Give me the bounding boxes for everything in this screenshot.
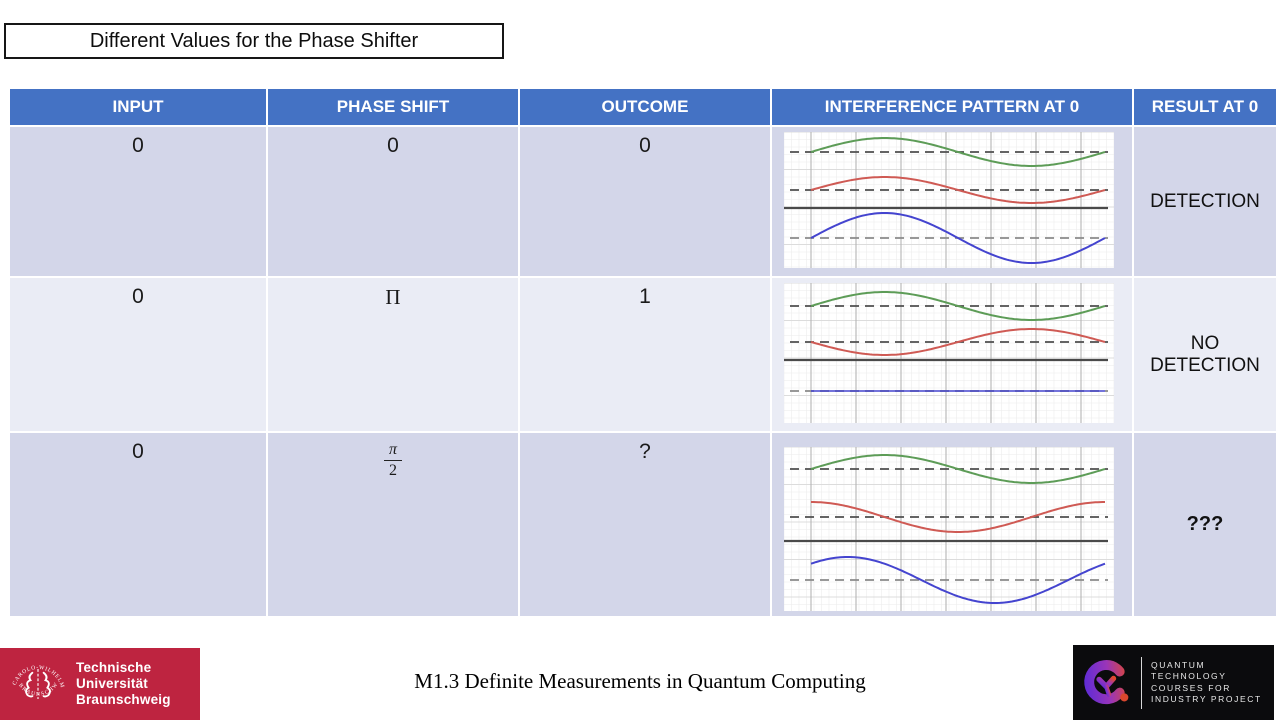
qtc-logo-text: QUANTUM TECHNOLOGY COURSES FOR INDUSTRY …	[1151, 660, 1262, 706]
qtc-logo-line2: TECHNOLOGY	[1151, 671, 1227, 681]
cell-result-row1: DETECTION	[1134, 127, 1276, 276]
qtc-logo-line1: QUANTUM	[1151, 659, 1206, 670]
cell-pattern-row2	[772, 278, 1132, 431]
tu-logo-line1: Technische	[76, 660, 152, 675]
pi-over-two-fraction: π 2	[383, 441, 402, 481]
qtc-logo-line3: COURSES FOR	[1151, 682, 1231, 693]
qtc-logo-line4: INDUSTRY PROJECT	[1151, 694, 1262, 704]
column-header-phase-shift: PHASE SHIFT	[268, 89, 518, 125]
cell-phase-row3: π 2	[268, 433, 518, 616]
cell-input-row1: 0	[10, 127, 266, 276]
column-header-interference-pattern: INTERFERENCE PATTERN AT 0	[772, 89, 1132, 125]
cell-result-row3: ???	[1134, 433, 1276, 616]
slide-title: Different Values for the Phase Shifter	[89, 29, 419, 52]
column-header-input: INPUT	[10, 89, 266, 125]
cell-result-row2: NO DETECTION	[1134, 278, 1276, 431]
cell-pattern-row1	[772, 127, 1132, 276]
column-header-outcome: OUTCOME	[520, 89, 770, 125]
slide-title-box: Different Values for the Phase Shifter	[4, 23, 504, 59]
tu-logo-line2: Universität	[76, 676, 148, 691]
qtc-q-icon	[1084, 659, 1129, 704]
qtc-logo-divider	[1141, 656, 1142, 709]
cell-input-row3: 0	[10, 433, 266, 616]
interference-pattern-chart-row2	[784, 283, 1114, 423]
cell-pattern-row3	[772, 433, 1132, 616]
interference-pattern-chart-row3	[784, 447, 1114, 611]
tu-braunschweig-logo: CAROLO-WILHELMINA BRAUNSCHWEIG Technisch…	[0, 648, 200, 720]
tu-logo-text: Technische Universität Braunschweig	[76, 660, 171, 708]
column-header-result: RESULT AT 0	[1134, 89, 1276, 125]
tu-seal-icon: CAROLO-WILHELMINA BRAUNSCHWEIG	[8, 654, 64, 699]
cell-input-row2: 0	[10, 278, 266, 431]
footer-caption: M1.3 Definite Measurements in Quantum Co…	[414, 669, 866, 693]
quantum-courses-logo: QUANTUM TECHNOLOGY COURSES FOR INDUSTRY …	[1073, 645, 1274, 720]
fraction-denominator: 2	[388, 462, 397, 480]
interference-pattern-chart-row1	[784, 132, 1114, 268]
cell-phase-row2: Π	[268, 278, 518, 431]
cell-outcome-row3: ?	[520, 433, 770, 616]
phase-shifter-table: INPUT PHASE SHIFT OUTCOME INTERFERENCE P…	[10, 89, 1276, 616]
cell-outcome-row1: 0	[520, 127, 770, 276]
fraction-numerator: π	[383, 441, 402, 462]
cell-outcome-row2: 1	[520, 278, 770, 431]
tu-logo-line3: Braunschweig	[76, 692, 171, 707]
cell-phase-row1: 0	[268, 127, 518, 276]
